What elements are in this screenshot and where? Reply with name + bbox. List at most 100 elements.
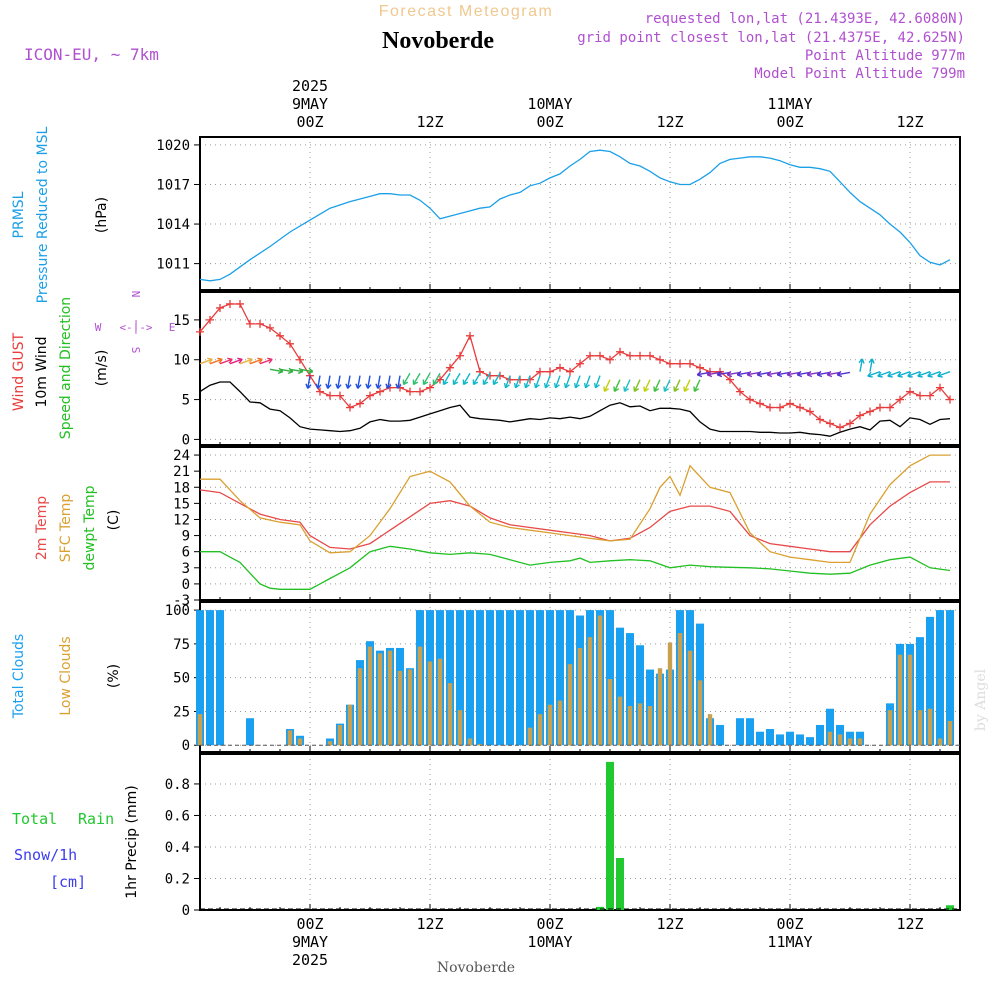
wind-arrow-head	[746, 370, 753, 378]
wind-arrow-head	[593, 382, 600, 389]
low-cloud-bar	[647, 706, 653, 746]
wind-ytick-label: 10	[173, 353, 190, 369]
gust-label: Wind GUST	[11, 332, 27, 411]
wind-speed-dir-label: Speed and Direction	[58, 297, 74, 439]
low-cloud-bar	[937, 738, 943, 746]
rain-label: Rain	[78, 810, 114, 828]
low-cloud-bar	[557, 700, 563, 746]
clouds-ytick-label: 25	[173, 704, 190, 720]
wind-arrow-head	[806, 370, 813, 378]
total-cloud-bar	[786, 731, 794, 746]
wind-arrow-head	[716, 370, 723, 378]
low-cloud-bar	[657, 668, 663, 746]
wind-arrow	[347, 375, 351, 389]
model-label: ICON-EU, ~ 7km	[24, 45, 159, 64]
wind-arrow-head	[345, 383, 352, 389]
gust-marker	[876, 403, 884, 412]
wind-ytick-label: 15	[173, 313, 190, 329]
total-cloud-bar	[536, 610, 544, 746]
temp-ytick-label: 24	[173, 448, 190, 464]
gust-marker	[606, 355, 614, 364]
wind-arrow-head	[613, 386, 620, 393]
rain-bar	[946, 905, 954, 910]
wind-arrow	[787, 371, 801, 376]
time-label-top: 12Z	[656, 113, 683, 131]
gust-marker	[766, 403, 774, 412]
wind-arrow-head	[237, 357, 243, 364]
compass-arrow-v: |	[133, 318, 140, 331]
low-cloud-bar	[687, 650, 693, 746]
gust-marker	[896, 395, 904, 404]
gust-marker	[326, 391, 334, 400]
total-cloud-bar	[516, 610, 524, 746]
gust-marker	[376, 387, 384, 396]
wind-ytick-label: 0	[182, 432, 190, 448]
temp-ytick-label: 6	[182, 545, 190, 561]
wind-arrow-head	[868, 358, 875, 364]
low-cloud-bar	[707, 714, 713, 746]
time-label-bottom: 11MAY	[767, 933, 812, 951]
model-altitude: Model Point Altitude 799m	[754, 66, 965, 82]
wind-arrow	[199, 358, 213, 365]
temp-ytick-label: 12	[173, 512, 190, 528]
wind-arrow	[402, 372, 411, 385]
watermark: by Angel	[973, 668, 989, 731]
wind-arrow	[514, 375, 521, 389]
total-cloud-bar	[196, 610, 204, 746]
gust-marker	[826, 419, 834, 428]
panels: 1011101410171020051015-30369121518212402…	[156, 136, 961, 919]
gust-marker	[656, 355, 664, 364]
wind-arrow-head	[482, 379, 489, 386]
temp-ytick-label: 21	[173, 464, 190, 480]
wind-arrow-head	[325, 383, 332, 389]
gust-marker	[406, 387, 414, 396]
gust-marker	[946, 395, 954, 404]
wind-arrow	[387, 375, 391, 389]
total-cloud-bar	[776, 734, 784, 746]
wind-arrow	[432, 372, 441, 385]
wind-unit: (m/s)	[94, 350, 110, 387]
wind-arrow	[757, 371, 771, 376]
wind-arrow	[367, 375, 371, 389]
low-cloud-bar	[897, 654, 903, 746]
time-label-top: 10MAY	[527, 95, 572, 113]
gust-marker	[466, 331, 474, 340]
low-cloud-bar	[377, 653, 383, 746]
grid-point-coords: grid point closest lon,lat (21.4375E, 42…	[577, 30, 965, 46]
low-cloud-bar	[527, 727, 533, 746]
total-cloud-bar	[486, 610, 494, 746]
wind-arrow-head	[257, 357, 263, 364]
temp-ytick-label: 15	[173, 496, 190, 512]
wind-arrow-head	[786, 370, 793, 378]
wind-arrow-head	[442, 379, 449, 386]
pressure-ytick-label: 1020	[156, 138, 190, 154]
wind-label: 10m Wind	[34, 336, 50, 407]
wind-arrow-head	[696, 370, 703, 378]
compass-rose: N | W <-|-> E S	[95, 291, 176, 354]
wind-arrow	[219, 358, 233, 365]
wind-arrow-head	[432, 379, 439, 386]
point-altitude: Point Altitude 977m	[805, 48, 965, 64]
low-cloud-bar	[467, 738, 473, 746]
wind-arrow-head	[673, 386, 680, 393]
wind-arrow	[673, 379, 681, 392]
gust-marker	[626, 351, 634, 360]
wind-arrow	[327, 375, 331, 389]
total-cloud-bar	[506, 610, 514, 746]
low-cloud-bar	[677, 633, 683, 746]
gust-marker	[486, 371, 494, 380]
gust-marker	[796, 403, 804, 412]
temp-ytick-label: 0	[182, 577, 190, 593]
wind-arrow	[707, 371, 721, 376]
wind-arrow-head	[756, 370, 763, 378]
gust-marker	[856, 411, 864, 420]
time-label-bottom: 00Z	[536, 915, 563, 933]
wind-arrow-head	[706, 370, 713, 378]
low-cloud-bar	[947, 720, 953, 746]
low-cloud-bar	[887, 710, 893, 746]
wind-ytick-label: 5	[182, 393, 190, 409]
wind-arrow-head	[315, 383, 322, 389]
